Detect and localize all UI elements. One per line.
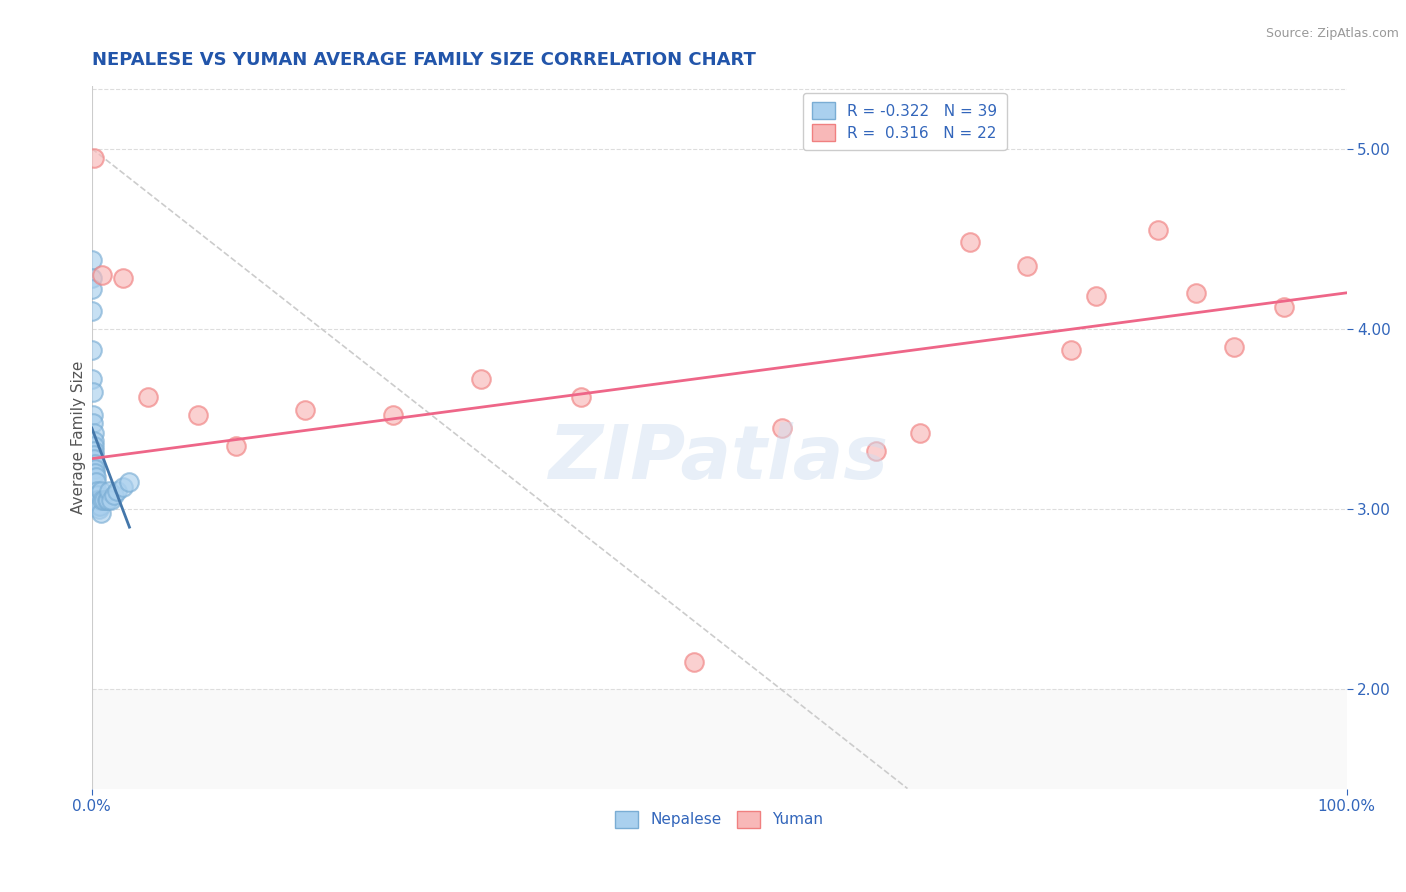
Point — [80, 303, 103, 318]
Point — [1272, 300, 1295, 314]
Legend: Nepalese, Yuman: Nepalese, Yuman — [609, 805, 830, 834]
Y-axis label: Average Family Size: Average Family Size — [72, 360, 86, 514]
Point — [908, 426, 931, 441]
Point — [80, 253, 103, 268]
Point — [83, 457, 105, 471]
Point — [569, 390, 592, 404]
Point — [93, 493, 115, 508]
Point — [105, 484, 128, 499]
Point — [90, 493, 112, 508]
Point — [83, 448, 105, 462]
Point — [82, 343, 104, 358]
Point — [381, 409, 404, 423]
Point — [83, 434, 105, 448]
Point — [83, 439, 105, 453]
Point — [1059, 343, 1081, 358]
Point — [82, 416, 104, 430]
Point — [683, 656, 706, 670]
Point — [96, 493, 118, 508]
Point — [90, 268, 112, 282]
Text: Source: ZipAtlas.com: Source: ZipAtlas.com — [1265, 27, 1399, 40]
Point — [87, 502, 110, 516]
Point — [83, 451, 105, 466]
Point — [187, 409, 209, 423]
Point — [86, 493, 108, 508]
Point — [86, 484, 108, 499]
Point — [97, 493, 120, 508]
Point — [98, 484, 121, 499]
Point — [865, 444, 887, 458]
Point — [1015, 259, 1038, 273]
Point — [225, 439, 247, 453]
Point — [112, 481, 135, 495]
Point — [84, 466, 107, 480]
Point — [89, 499, 111, 513]
Point — [80, 271, 103, 285]
Point — [82, 409, 104, 423]
Point — [82, 372, 104, 386]
Point — [84, 469, 107, 483]
Bar — [91, 690, 1347, 789]
Text: NEPALESE VS YUMAN AVERAGE FAMILY SIZE CORRELATION CHART: NEPALESE VS YUMAN AVERAGE FAMILY SIZE CO… — [91, 51, 755, 69]
Point — [84, 475, 107, 489]
Point — [83, 444, 105, 458]
Point — [294, 403, 316, 417]
Point — [1147, 223, 1170, 237]
Point — [87, 499, 110, 513]
Point — [89, 493, 111, 508]
Point — [1185, 285, 1208, 300]
Point — [470, 372, 492, 386]
Point — [959, 235, 981, 250]
Point — [136, 390, 159, 404]
Point — [118, 475, 141, 489]
Text: ZIPatlas: ZIPatlas — [550, 422, 889, 494]
Point — [84, 462, 107, 476]
Point — [86, 488, 108, 502]
Point — [1084, 289, 1107, 303]
Point — [83, 151, 105, 165]
Point — [83, 426, 105, 441]
Point — [80, 282, 103, 296]
Point — [90, 484, 112, 499]
Point — [90, 506, 112, 520]
Point — [100, 493, 122, 508]
Point — [1223, 340, 1246, 354]
Point — [103, 488, 125, 502]
Point — [82, 384, 104, 399]
Point — [112, 271, 135, 285]
Point — [770, 421, 793, 435]
